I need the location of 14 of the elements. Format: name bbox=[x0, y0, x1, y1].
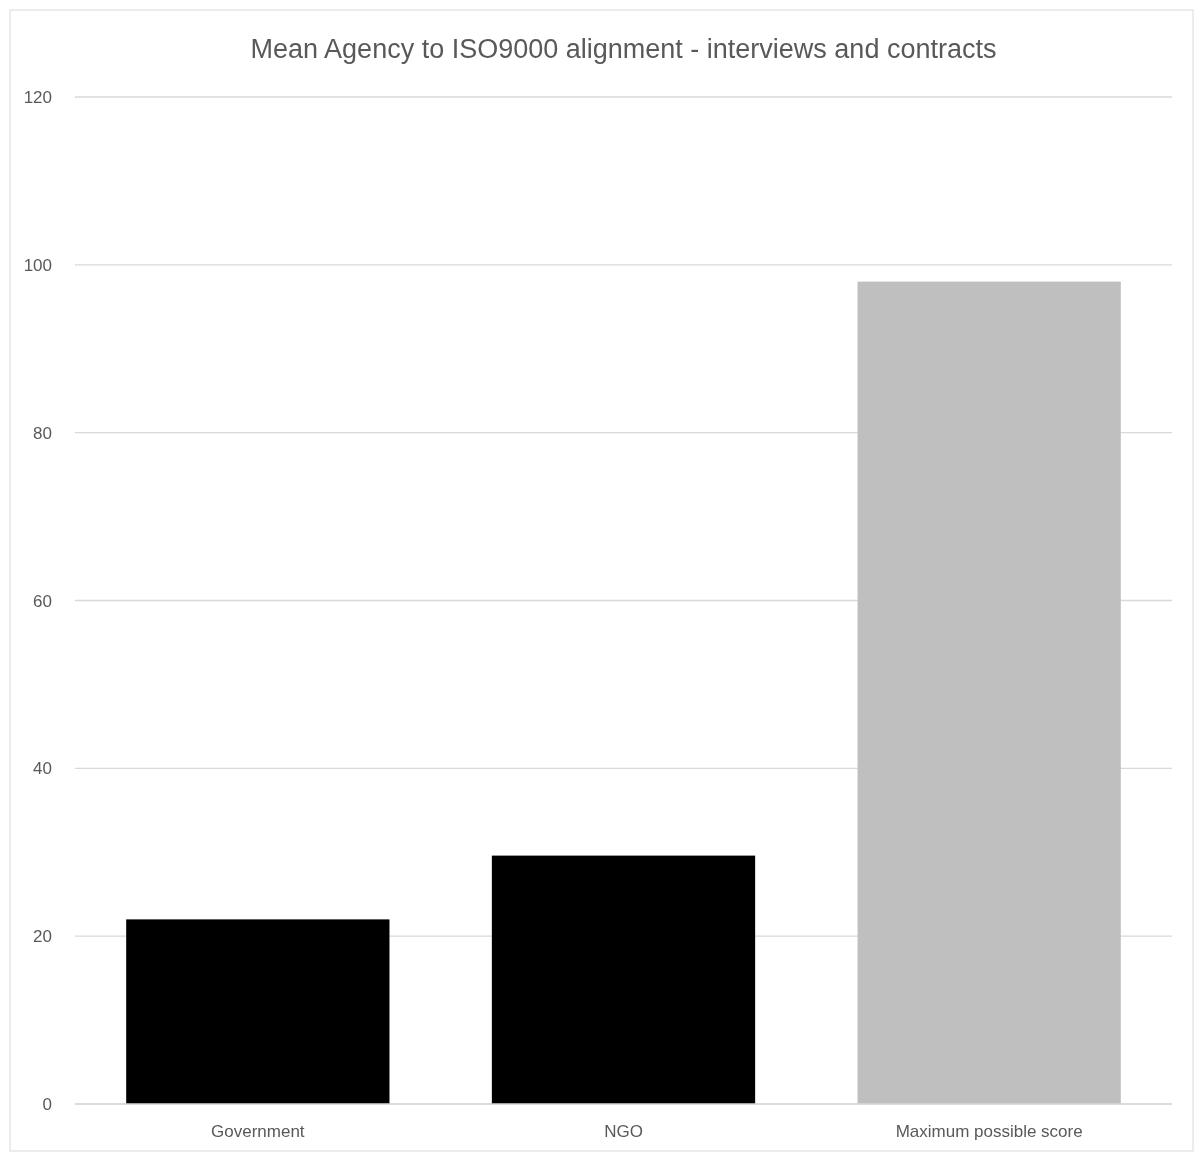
y-tick-label: 20 bbox=[33, 927, 52, 947]
x-tick-label: Government bbox=[211, 1122, 305, 1141]
bar bbox=[126, 919, 390, 1104]
bar bbox=[857, 281, 1121, 1104]
y-tick-label: 100 bbox=[23, 255, 52, 275]
y-tick-label: 80 bbox=[33, 423, 52, 443]
x-tick-label: Maximum possible score bbox=[895, 1122, 1083, 1141]
y-tick-label: 40 bbox=[33, 759, 52, 779]
x-tick-label: NGO bbox=[604, 1122, 643, 1141]
y-tick-label: 120 bbox=[23, 88, 52, 107]
y-tick-label: 0 bbox=[42, 1095, 52, 1114]
bar bbox=[491, 855, 756, 1104]
chart-title: Mean Agency to ISO9000 alignment - interviews and contracts bbox=[250, 34, 997, 64]
y-tick-label: 60 bbox=[33, 591, 52, 611]
